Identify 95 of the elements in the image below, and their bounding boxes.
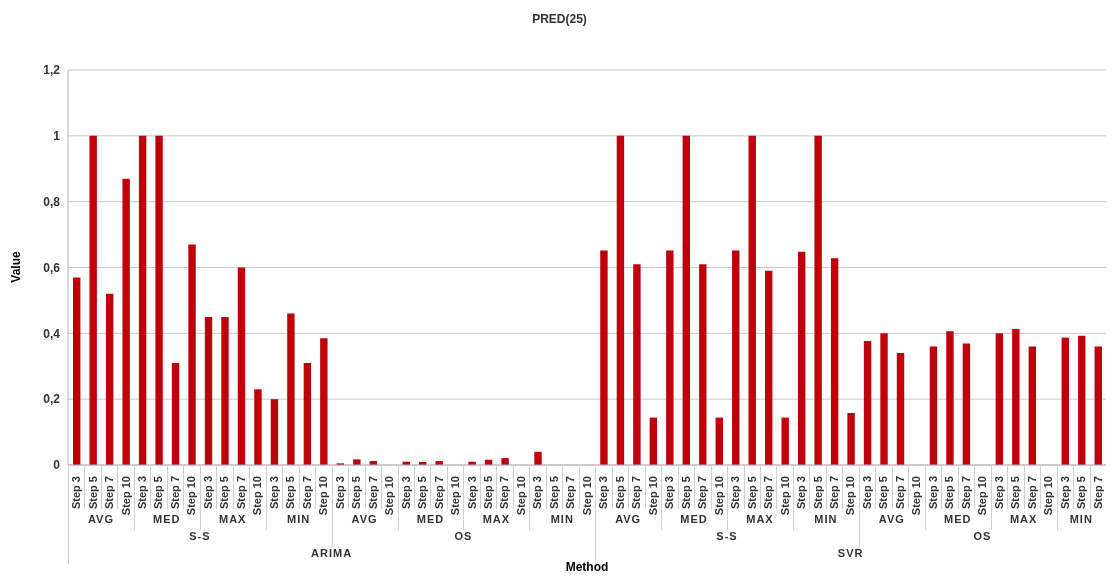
x-tick-label: Step 5 bbox=[679, 476, 692, 510]
x-tick-label: Step 10 bbox=[514, 476, 527, 516]
x-tick-label: Step 5 bbox=[416, 476, 429, 510]
x-tick-label: Step 3 bbox=[597, 476, 610, 510]
x-tick-label: Step 10 bbox=[580, 476, 593, 516]
x-tick-label: Step 7 bbox=[234, 476, 247, 510]
text: MIN bbox=[287, 513, 311, 525]
x-tick-label: Step 7 bbox=[827, 476, 840, 510]
text: AVG bbox=[878, 513, 905, 525]
x-tick-label: Step 3 bbox=[992, 476, 1005, 510]
x-tick-label: Step 5 bbox=[284, 476, 297, 510]
x-tick-label: Step 7 bbox=[432, 476, 445, 510]
x-tick-label: Step 5 bbox=[86, 476, 99, 510]
x-tick-label: Step 10 bbox=[844, 476, 857, 516]
x-tick-label: Step 5 bbox=[877, 476, 890, 510]
text: MED bbox=[416, 513, 445, 525]
x-tick-label: Step 10 bbox=[976, 476, 989, 516]
text: OS bbox=[453, 530, 474, 542]
x-tick-label: Step 7 bbox=[1025, 476, 1038, 510]
x-axis-title: Method bbox=[564, 560, 610, 574]
text: MAX bbox=[482, 513, 511, 525]
x-tick-label: Step 5 bbox=[613, 476, 626, 510]
y-tick-label: 0,4 bbox=[43, 326, 61, 341]
x-tick-label: Step 3 bbox=[729, 476, 742, 510]
text: MIN bbox=[814, 513, 838, 525]
x-tick-label: Step 10 bbox=[646, 476, 659, 516]
chart-title: PRED(25) bbox=[531, 12, 588, 26]
text: ARIMA bbox=[310, 547, 354, 559]
x-tick-label: Step 5 bbox=[745, 476, 758, 510]
y-tick-label: 0 bbox=[53, 458, 61, 473]
x-tick-label: Step 7 bbox=[959, 476, 972, 510]
x-tick-label: Step 7 bbox=[168, 476, 181, 510]
text: MAX bbox=[219, 513, 247, 525]
x-tick-label: Step 5 bbox=[218, 476, 231, 510]
x-tick-label: Step 10 bbox=[449, 476, 462, 516]
y-tick-label: 1 bbox=[53, 129, 61, 144]
text: AVG bbox=[615, 513, 642, 525]
text: MAX bbox=[746, 513, 774, 525]
x-tick-label: Step 5 bbox=[1009, 476, 1022, 510]
text: AVG bbox=[87, 513, 114, 525]
x-tick-label: Step 5 bbox=[350, 476, 363, 510]
x-tick-label: Step 3 bbox=[70, 476, 83, 510]
x-tick-label: Step 7 bbox=[366, 476, 379, 510]
x-tick-label: Step 3 bbox=[465, 476, 478, 510]
x-tick-label: Step 10 bbox=[778, 476, 791, 516]
x-tick-label: Step 7 bbox=[498, 476, 511, 510]
x-tick-label: Step 3 bbox=[926, 476, 939, 510]
text: AVG bbox=[351, 513, 378, 525]
text: MIN bbox=[1068, 513, 1094, 525]
x-tick-label: Step 5 bbox=[811, 476, 824, 510]
text: OS bbox=[972, 530, 993, 542]
x-tick-label: Step 5 bbox=[943, 476, 956, 510]
text: MED bbox=[153, 513, 181, 525]
x-tick-label: Step 3 bbox=[1058, 476, 1071, 510]
x-tick-label: Step 7 bbox=[300, 476, 313, 510]
x-tick-label: Step 10 bbox=[185, 476, 198, 516]
text: MED bbox=[680, 513, 708, 525]
x-tick-label: Step 10 bbox=[1042, 476, 1055, 516]
x-tick-label: Step 3 bbox=[795, 476, 808, 510]
x-tick-label: Step 7 bbox=[1091, 476, 1104, 510]
x-tick-label: Step 10 bbox=[119, 476, 132, 516]
x-tick-label: Step 7 bbox=[696, 476, 709, 510]
text: MIN bbox=[550, 513, 574, 525]
x-tick-label: Step 5 bbox=[547, 476, 560, 510]
x-tick-label: Step 7 bbox=[762, 476, 775, 510]
x-tick-label: Step 3 bbox=[267, 476, 280, 510]
x-tick-label: Step 10 bbox=[712, 476, 725, 516]
y-tick-label: 0,8 bbox=[43, 194, 61, 209]
x-tick-label: Step 3 bbox=[531, 476, 544, 510]
x-tick-label: Step 3 bbox=[201, 476, 214, 510]
x-tick-label: Step 3 bbox=[860, 476, 873, 510]
y-tick-label: 0,2 bbox=[43, 392, 61, 407]
x-tick-label: Step 7 bbox=[630, 476, 643, 510]
x-tick-label: Step 5 bbox=[152, 476, 165, 510]
x-tick-label: Step 10 bbox=[910, 476, 923, 516]
text: SVR bbox=[836, 547, 865, 559]
x-tick-label: Step 10 bbox=[317, 476, 330, 516]
x-tick-label: Step 3 bbox=[663, 476, 676, 510]
y-tick-label: 1,2 bbox=[43, 63, 61, 78]
x-tick-label: Step 10 bbox=[383, 476, 396, 516]
x-tick-label: Step 3 bbox=[333, 476, 346, 510]
text: S-S bbox=[188, 530, 212, 542]
x-tick-label: Step 5 bbox=[1075, 476, 1088, 510]
x-tick-label: Step 7 bbox=[564, 476, 577, 510]
text: MED bbox=[943, 513, 972, 525]
x-tick-label: Step 7 bbox=[893, 476, 906, 510]
text: S-S bbox=[715, 530, 739, 542]
x-tick-label: Step 5 bbox=[481, 476, 494, 510]
x-tick-label: Step 3 bbox=[135, 476, 148, 510]
text: MAX bbox=[1009, 513, 1038, 525]
x-tick-label: Step 7 bbox=[103, 476, 116, 510]
x-tick-label: Step 3 bbox=[399, 476, 412, 510]
y-tick-label: 0,6 bbox=[43, 260, 61, 275]
y-axis-title: Value bbox=[9, 249, 23, 285]
x-tick-label: Step 10 bbox=[251, 476, 264, 516]
